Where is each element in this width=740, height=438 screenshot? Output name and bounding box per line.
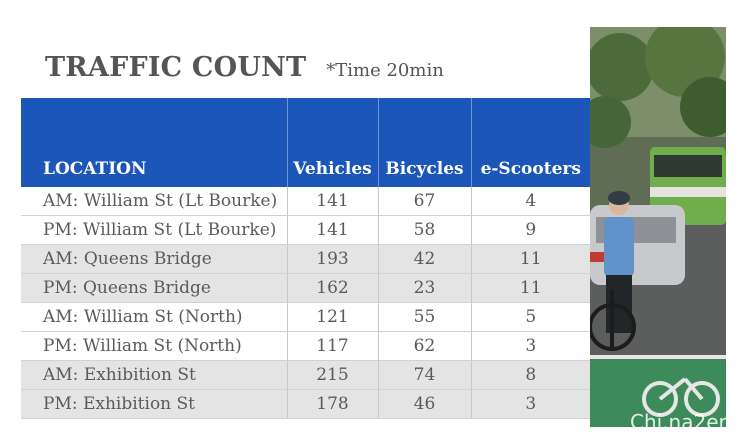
cell-vehicles: 193 [287,244,379,274]
cell-location: PM: William St (Lt Bourke) [21,215,288,245]
cell-bicycles: 23 [378,273,472,303]
cell-location: PM: Exhibition St [21,389,288,419]
cell-vehicles: 117 [287,331,379,361]
traffic-table: LOCATION Vehicles Bicycles e-Scooters AM… [21,98,590,419]
cell-location: PM: Queens Bridge [21,273,288,303]
cell-vehicles: 121 [287,302,379,332]
cell-location: PM: William St (North) [21,331,288,361]
table-header-row: LOCATION Vehicles Bicycles e-Scooters [21,98,590,187]
cell-escooters: 5 [471,302,590,332]
cell-escooters: 11 [471,273,590,303]
cell-bicycles: 62 [378,331,472,361]
table-row: PM: Exhibition St 178 46 3 [21,389,590,419]
table-row: AM: Exhibition St 215 74 8 [21,360,590,390]
table-row: PM: William St (Lt Bourke) 141 58 9 [21,215,590,245]
cell-bicycles: 55 [378,302,472,332]
cell-escooters: 3 [471,331,590,361]
header-location: LOCATION [21,98,288,187]
table-row: AM: Queens Bridge 193 42 11 [21,244,590,274]
cell-escooters: 8 [471,360,590,390]
cell-bicycles: 67 [378,187,472,216]
cell-bicycles: 42 [378,244,472,274]
header-vehicles: Vehicles [287,98,379,187]
time-note: *Time 20min [326,60,444,81]
cell-bicycles: 74 [378,360,472,390]
cell-location: AM: William St (Lt Bourke) [21,187,288,216]
table-row: PM: William St (North) 117 62 3 [21,331,590,361]
header-escooters: e-Scooters [471,98,590,187]
street-scene-illustration [590,27,726,427]
street-photo [590,27,726,427]
cell-bicycles: 46 [378,389,472,419]
cell-vehicles: 215 [287,360,379,390]
cell-location: AM: Queens Bridge [21,244,288,274]
cell-vehicles: 141 [287,215,379,245]
cell-vehicles: 178 [287,389,379,419]
header-bicycles: Bicycles [378,98,472,187]
photo-watermark: Chi.na2er [630,410,727,434]
table-row: AM: William St (Lt Bourke) 141 67 4 [21,187,590,216]
title-row: TRAFFIC COUNT *Time 20min [45,52,444,83]
cell-location: AM: William St (North) [21,302,288,332]
page-title: TRAFFIC COUNT [45,52,307,83]
cell-escooters: 3 [471,389,590,419]
cell-vehicles: 141 [287,187,379,216]
cell-bicycles: 58 [378,215,472,245]
cell-escooters: 9 [471,215,590,245]
cell-location: AM: Exhibition St [21,360,288,390]
cell-escooters: 4 [471,187,590,216]
cell-escooters: 11 [471,244,590,274]
table-row: PM: Queens Bridge 162 23 11 [21,273,590,303]
cell-vehicles: 162 [287,273,379,303]
table-row: AM: William St (North) 121 55 5 [21,302,590,332]
